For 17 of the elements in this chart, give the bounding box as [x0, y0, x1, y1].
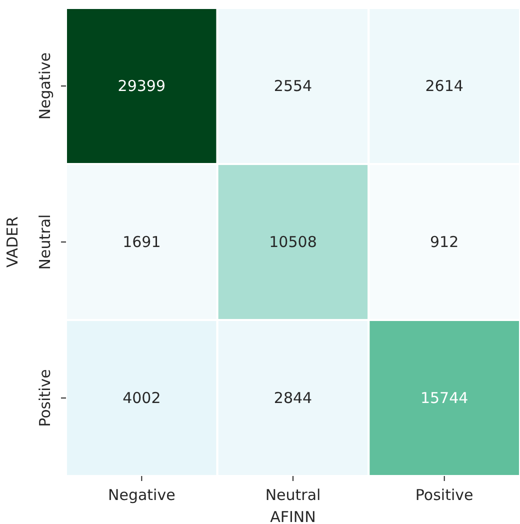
- y-axis-title: VADER: [3, 216, 22, 268]
- data-label: 2844: [274, 389, 312, 407]
- y-tick-label: Positive: [36, 369, 54, 427]
- data-label: 29399: [118, 77, 166, 95]
- data-label: 15744: [420, 389, 468, 407]
- data-label: 1691: [122, 233, 161, 251]
- data-label: 2554: [274, 77, 312, 95]
- x-tick-label: Positive: [415, 486, 474, 504]
- y-tick-label: Negative: [36, 52, 54, 120]
- data-label: 4002: [122, 389, 161, 407]
- data-label: 10508: [269, 233, 317, 251]
- x-axis-title: AFINN: [270, 508, 316, 524]
- y-tick-label: Neutral: [36, 214, 54, 270]
- data-label: 2614: [425, 77, 464, 95]
- data-label: 912: [430, 233, 459, 251]
- x-tick-label: Neutral: [265, 486, 321, 504]
- x-tick-label: Negative: [108, 486, 176, 504]
